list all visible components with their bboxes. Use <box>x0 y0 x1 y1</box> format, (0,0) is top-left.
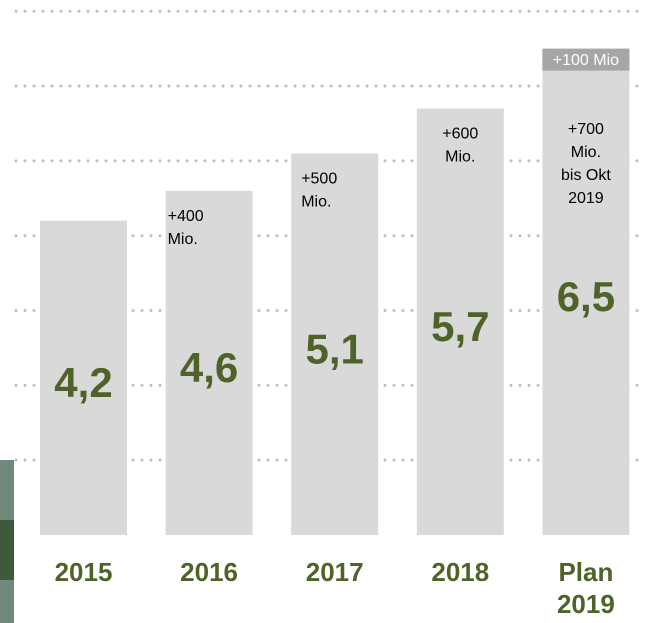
bar <box>40 220 127 536</box>
value-label: 5,7 <box>431 303 489 350</box>
top-label: +100 Mio <box>553 52 619 69</box>
bar <box>542 48 630 536</box>
value-label: 6,5 <box>557 273 615 320</box>
annotation: +500 <box>301 171 337 188</box>
x-tick-label: 2016 <box>180 557 238 587</box>
annotation: Mio. <box>168 231 198 248</box>
bar <box>165 190 253 535</box>
annotation: Mio. <box>301 194 331 211</box>
x-tick-label: Plan 2019 <box>557 557 615 619</box>
annotation: +400 <box>168 208 204 225</box>
x-tick-label: 2017 <box>306 557 364 587</box>
value-label: 5,1 <box>306 325 364 372</box>
bar <box>416 108 504 535</box>
annotation: +700 <box>568 121 604 138</box>
photo-fragment <box>0 520 14 580</box>
annotation: 2019 <box>568 190 604 207</box>
annotation: +600 <box>442 126 478 143</box>
bar <box>291 153 379 535</box>
x-tick-label: 2018 <box>431 557 489 587</box>
annotation: bis Okt <box>561 167 611 184</box>
annotation: Mio. <box>571 144 601 161</box>
x-tick-label: 2015 <box>55 557 113 587</box>
value-label: 4,6 <box>180 344 238 391</box>
annotation: Mio. <box>445 149 475 166</box>
value-label: 4,2 <box>54 359 112 406</box>
top-label-box <box>542 48 630 71</box>
